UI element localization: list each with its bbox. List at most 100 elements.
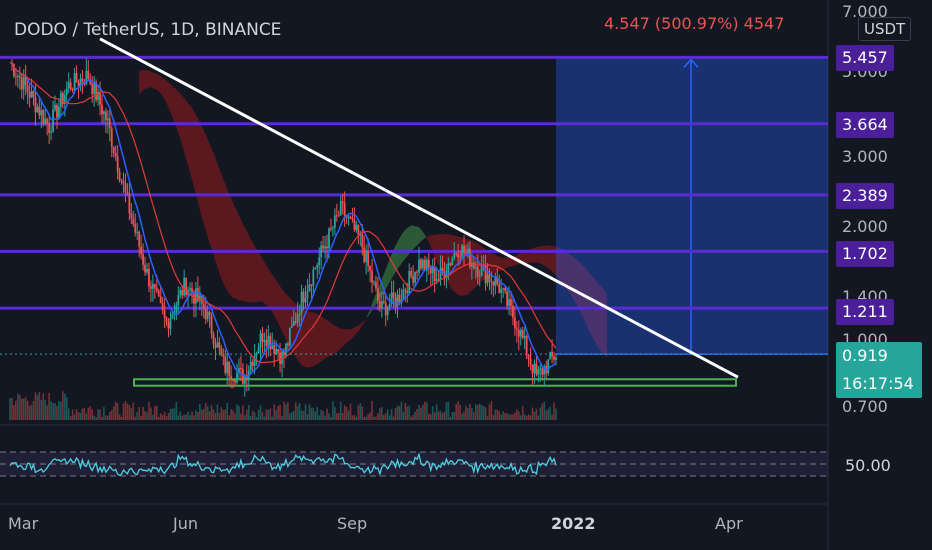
trendline [99,37,739,379]
candle-body [359,234,362,236]
candle-body [214,344,217,348]
volume-bar [351,415,354,420]
candle-body [404,289,407,291]
cloud-segment [325,318,328,359]
cloud-segment [364,317,367,323]
volume-bar [359,403,362,420]
cloud-segment [283,291,286,340]
volume-bar [289,413,291,420]
candle-body [251,361,254,366]
cloud-segment [150,71,153,89]
cloud-segment [141,70,144,93]
cloud-segment [148,70,151,88]
volume-bar [480,405,483,420]
volume-bar [341,413,344,420]
candle-body [408,270,411,294]
candle-body [38,106,41,116]
volume-bar [496,409,499,420]
cloud-segment [417,226,420,246]
cloud-segment [205,134,208,237]
candle-body [36,106,39,113]
cloud-segment [184,98,187,159]
cloud-segment [313,312,316,367]
candle-body [95,81,98,101]
candle-body [163,310,166,318]
candle-body [412,276,415,283]
cloud-segment [195,115,198,202]
volume-bar [277,405,279,420]
cloud-segment [303,309,306,367]
trendline-group [99,37,739,379]
candle-body [75,73,78,83]
candle-body [541,368,544,375]
volume-bar [512,414,514,420]
volume-bar [357,405,360,420]
level-tag: 5.457 [836,45,894,71]
currency-button[interactable]: USDT [858,17,912,41]
cloud-segment [309,311,312,368]
candle-body [101,104,103,115]
volume-bar [467,408,469,420]
candle-body [234,380,236,383]
candle-body [116,156,119,172]
candle-body [222,354,225,357]
volume-bar [99,409,101,420]
volume-bar [386,409,389,420]
volume-bar [185,414,187,420]
volume-bar [109,412,111,420]
candle-body [455,253,458,255]
volume-bar [56,406,58,420]
cloud-segment [162,77,165,100]
candle-body [476,266,479,277]
cloud-segment [315,313,318,366]
cloud-segment [327,320,329,358]
volume-bar [275,410,277,420]
candle-body [357,224,360,235]
volume-bar [553,402,555,420]
conversion-line [9,61,557,378]
volume-bar [453,411,456,420]
volume-bar [484,407,487,420]
volume-bar [394,407,397,420]
volume-bar [373,416,375,420]
candle-body [193,293,195,304]
moving-averages [9,61,557,378]
volume-bar [469,403,471,420]
candle-body [304,298,307,303]
candle-body [371,270,373,283]
cloud-segment [395,241,398,273]
candle-body [529,358,532,365]
volume-bar [279,404,281,420]
volume-bar [67,408,70,420]
volume-bar [316,406,319,420]
candle-body [85,70,88,85]
cloud-segment [556,246,558,278]
volume-bar [234,413,236,420]
volume-bar [304,404,307,420]
cloud-segment [244,227,247,302]
volume-bar [382,415,385,420]
volume-bar [105,415,107,420]
cloud-segment [235,207,238,300]
volume-bar [326,408,328,420]
cloud-segment [581,263,584,319]
cloud-segment [344,329,347,345]
cloud-segment [360,322,363,329]
candle-body [416,271,418,273]
volume-bar [296,405,299,420]
candle-body [132,218,135,225]
volume-bar [60,401,62,420]
volume-bar [212,409,215,420]
volume-bar [52,403,54,420]
candle-body [302,291,305,303]
volume-bar [40,399,43,420]
cloud-segment [217,163,220,274]
candle-body [240,368,242,370]
volume-bar [271,416,274,420]
cloud-segment [595,279,598,347]
candle-body [224,356,227,373]
cloud-segment [565,251,568,291]
volume-bar [488,404,491,420]
